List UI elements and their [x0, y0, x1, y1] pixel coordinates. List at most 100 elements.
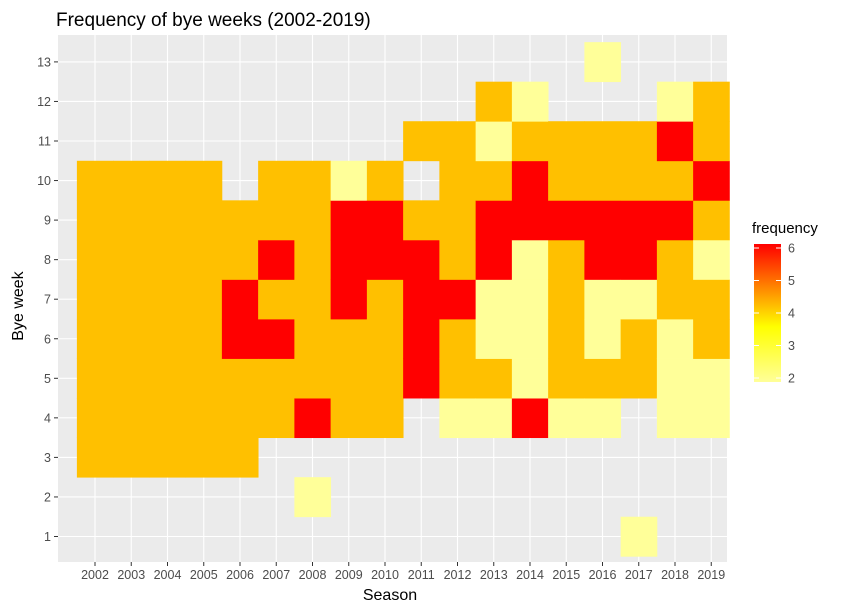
heatmap-tile	[366, 200, 404, 241]
heatmap-tile	[475, 279, 513, 320]
heatmap-tile	[294, 318, 332, 359]
y-tick-label: 1	[44, 530, 51, 544]
legend: frequency 2 3 4 5 6	[752, 220, 818, 386]
heatmap-tile	[693, 239, 730, 280]
heatmap-tile	[258, 398, 295, 439]
heatmap-tile	[185, 398, 223, 439]
legend-title: frequency	[752, 220, 818, 237]
heatmap-tile	[475, 81, 513, 122]
heatmap-tile	[584, 358, 622, 399]
heatmap-tile	[693, 200, 730, 241]
heatmap-tile	[221, 200, 259, 241]
legend-ticks: 2 3 4 5 6	[754, 242, 795, 386]
heatmap-tile	[584, 239, 622, 280]
heatmap-tile	[258, 358, 295, 399]
y-tick-label: 12	[37, 95, 51, 109]
legend-tick-label: 6	[788, 242, 795, 256]
heatmap-tile	[113, 437, 150, 478]
legend-tick-label: 2	[788, 372, 795, 386]
x-tick-label: 2013	[480, 568, 508, 582]
heatmap-tile	[185, 239, 223, 280]
heatmap-tile	[294, 398, 332, 439]
heatmap-tile	[693, 81, 730, 122]
heatmap-tile	[584, 121, 622, 162]
heatmap-tile	[439, 121, 477, 162]
x-tick-label: 2010	[371, 568, 399, 582]
heatmap-tile	[656, 200, 694, 241]
heatmap-tile	[620, 121, 658, 162]
heatmap-tile	[656, 358, 694, 399]
heatmap-tiles	[76, 42, 730, 557]
x-tick-label: 2005	[190, 568, 218, 582]
heatmap-tile	[330, 279, 368, 320]
heatmap-tile	[475, 318, 513, 359]
heatmap-tile	[620, 160, 658, 201]
y-tick-label: 2	[44, 490, 51, 504]
x-tick-label: 2016	[589, 568, 617, 582]
heatmap-tile	[693, 279, 730, 320]
heatmap-tile	[511, 81, 549, 122]
heatmap-tile	[258, 279, 295, 320]
heatmap-tile	[149, 358, 187, 399]
heatmap-tile	[620, 318, 658, 359]
heatmap-tile	[475, 121, 513, 162]
heatmap-tile	[439, 398, 477, 439]
heatmap-tile	[185, 318, 223, 359]
y-tick-label: 4	[44, 411, 51, 425]
heatmap-tile	[76, 358, 114, 399]
heatmap-tile	[548, 318, 585, 359]
heatmap-tile	[656, 81, 694, 122]
x-tick-label: 2003	[117, 568, 145, 582]
heatmap-tile	[294, 477, 332, 518]
heatmap-tile	[76, 279, 114, 320]
x-tick-label: 2017	[625, 568, 653, 582]
heatmap-tile	[330, 358, 368, 399]
heatmap-tile	[584, 279, 622, 320]
x-tick-label: 2018	[661, 568, 689, 582]
heatmap-tile	[113, 398, 150, 439]
heatmap-tile	[403, 200, 440, 241]
heatmap-tile	[475, 239, 513, 280]
heatmap-tile	[185, 200, 223, 241]
heatmap-tile	[330, 200, 368, 241]
y-tick-label: 9	[44, 214, 51, 228]
heatmap-tile	[620, 200, 658, 241]
heatmap-tile	[366, 398, 404, 439]
heatmap-tile	[693, 398, 730, 439]
x-tick-label: 2011	[408, 568, 435, 582]
heatmap-tile	[113, 200, 150, 241]
heatmap-tile	[511, 121, 549, 162]
heatmap-tile	[693, 121, 730, 162]
heatmap-tile	[149, 200, 187, 241]
heatmap-tile	[221, 398, 259, 439]
heatmap-tile	[548, 398, 585, 439]
heatmap-tile	[294, 279, 332, 320]
heatmap-tile	[258, 318, 295, 359]
heatmap-tile	[149, 279, 187, 320]
heatmap-tile	[620, 279, 658, 320]
x-tick-label: 2004	[154, 568, 182, 582]
y-axis-title: Bye week	[10, 270, 27, 340]
heatmap-tile	[76, 437, 114, 478]
heatmap-tile	[113, 358, 150, 399]
heatmap-tile	[76, 200, 114, 241]
heatmap-tile	[475, 200, 513, 241]
heatmap-tile	[693, 160, 730, 201]
y-tick-label: 3	[44, 451, 51, 465]
heatmap-tile	[584, 42, 622, 83]
x-tick-label: 2009	[335, 568, 363, 582]
heatmap-tile	[113, 279, 150, 320]
heatmap-tile	[439, 279, 477, 320]
heatmap-tile	[620, 358, 658, 399]
heatmap-tile	[185, 358, 223, 399]
heatmap-tile	[221, 279, 259, 320]
heatmap-tile	[185, 160, 223, 201]
heatmap-tile	[511, 239, 549, 280]
y-tick-label: 7	[44, 293, 51, 307]
heatmap-tile	[76, 318, 114, 359]
heatmap-tile	[403, 279, 440, 320]
legend-tick-label: 5	[788, 274, 795, 288]
heatmap-tile	[366, 279, 404, 320]
heatmap-tile	[584, 200, 622, 241]
